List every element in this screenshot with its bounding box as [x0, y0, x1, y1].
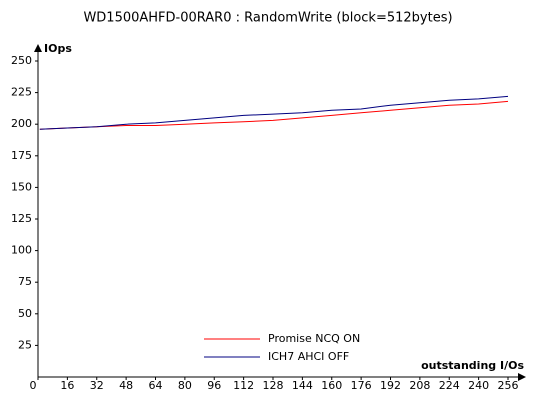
y-tick-label: 50 — [18, 307, 32, 320]
legend-label: ICH7 AHCI OFF — [268, 350, 349, 363]
y-tick-label: 75 — [18, 275, 32, 288]
y-tick-label: 250 — [11, 54, 32, 67]
x-tick-label: 240 — [468, 379, 489, 392]
x-axis-arrow — [518, 373, 526, 381]
chart-title: WD1500AHFD-00RAR0 : RandomWrite (block=5… — [83, 11, 452, 26]
y-axis-label: IOps — [44, 42, 72, 55]
y-tick-label: 200 — [11, 117, 32, 130]
x-tick-label: 96 — [207, 379, 221, 392]
x-tick-label: 144 — [292, 379, 313, 392]
x-tick-label: 32 — [90, 379, 104, 392]
x-tick-label: 176 — [351, 379, 372, 392]
y-tick-label: 125 — [11, 212, 32, 225]
x-tick-label: 112 — [233, 379, 254, 392]
x-tick-label: 208 — [409, 379, 430, 392]
x-axis-label: outstanding I/Os — [421, 359, 524, 372]
x-tick-label: 80 — [178, 379, 192, 392]
x-tick-label: 16 — [60, 379, 74, 392]
y-tick-label: 25 — [18, 338, 32, 351]
y-tick-label: 100 — [11, 244, 32, 257]
y-tick-label: 175 — [11, 149, 32, 162]
x-tick-label: 192 — [380, 379, 401, 392]
x-tick-label: 48 — [119, 379, 133, 392]
x-tick-label: 160 — [321, 379, 342, 392]
x-tick-label: 128 — [263, 379, 284, 392]
x-tick-label: 224 — [439, 379, 460, 392]
legend-label: Promise NCQ ON — [268, 332, 360, 345]
series-line — [39, 95, 509, 130]
series-line — [39, 100, 509, 130]
x-tick-label: 256 — [498, 379, 519, 392]
y-tick-label: 225 — [11, 86, 32, 99]
x-tick-label: 0 — [30, 379, 37, 392]
x-tick-label: 64 — [149, 379, 163, 392]
y-axis-arrow — [34, 44, 42, 52]
y-tick-label: 150 — [11, 180, 32, 193]
